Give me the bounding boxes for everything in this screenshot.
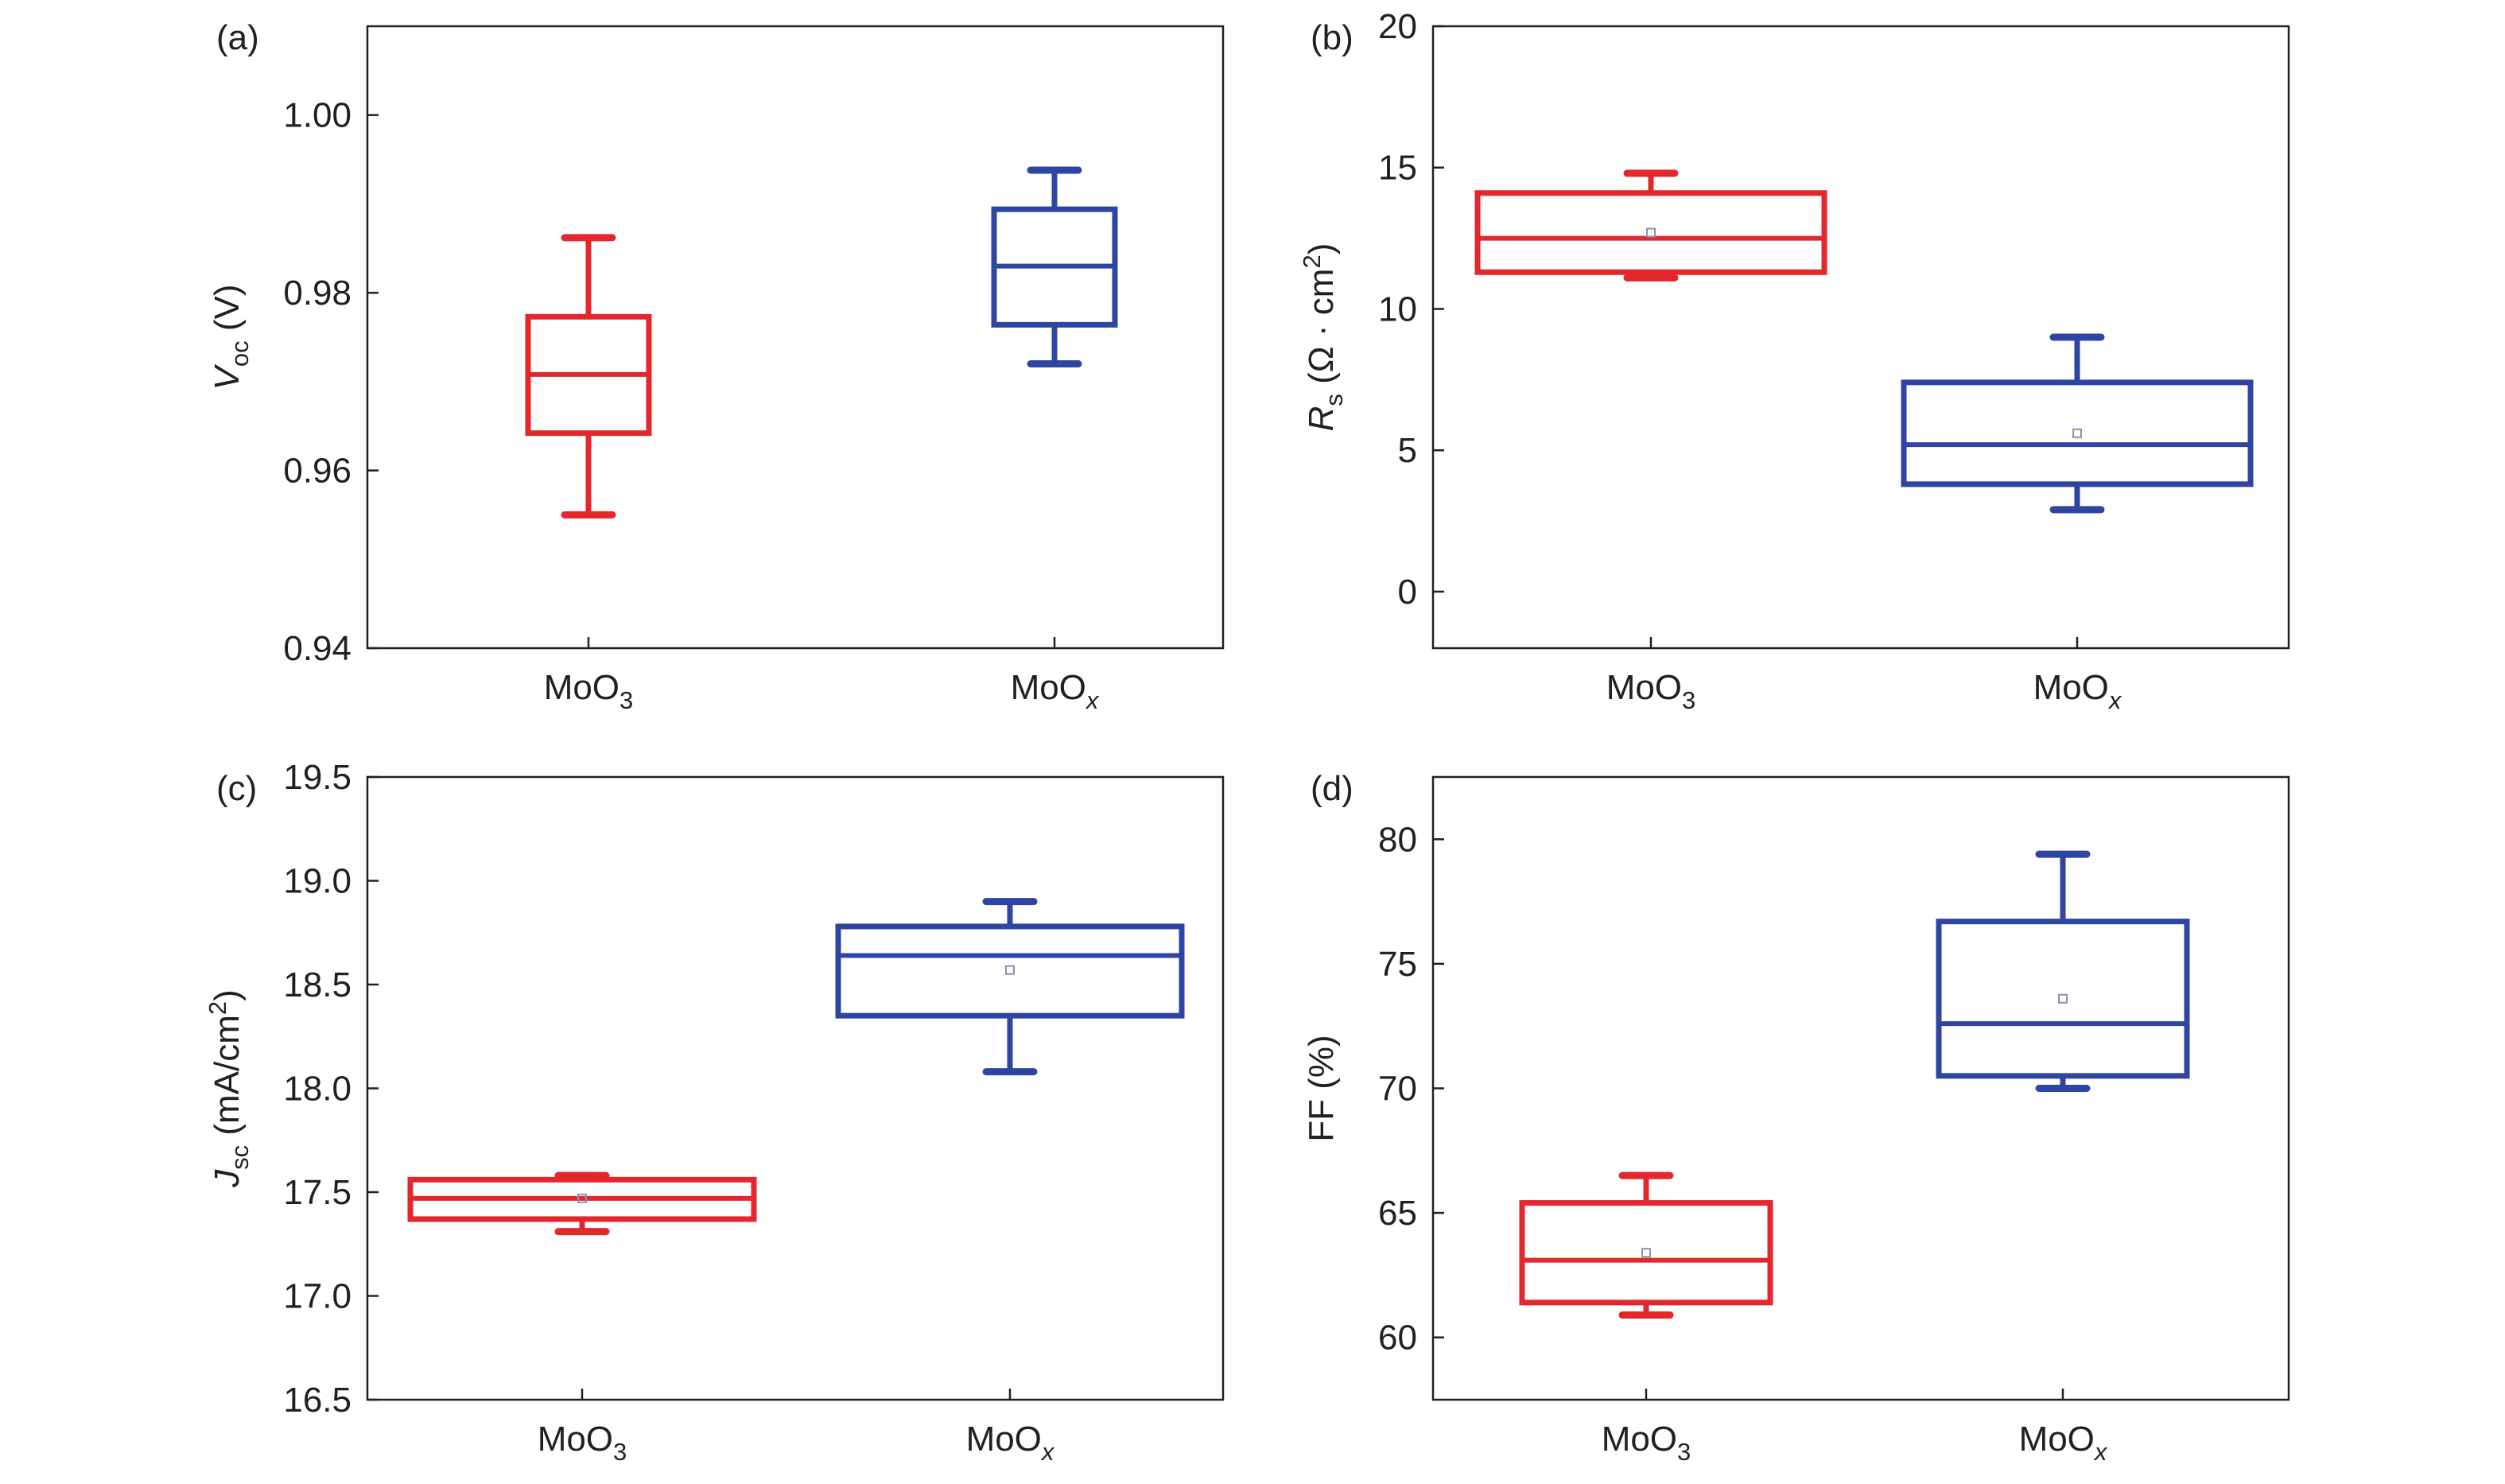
box-moox xyxy=(1936,850,2190,1092)
panel-c-jsc: 16.5 17.0 17.5 18.0 18.5 19.0 19.5 MoO3 MoOx Jsc … xyxy=(204,758,1225,1466)
x-category-label: MoO3 xyxy=(1606,668,1696,714)
x-category-label: MoO3 xyxy=(544,668,634,714)
mean-marker xyxy=(1646,227,1656,238)
y-tick-label: 20 xyxy=(1378,7,1417,46)
y-tick-label: 1.00 xyxy=(283,96,351,135)
y-axis-label: Voc (V) xyxy=(208,285,254,390)
y-tick-label: 16.5 xyxy=(283,1381,351,1420)
y-tick-label: 17.5 xyxy=(283,1173,351,1212)
plot-frame xyxy=(1431,25,2290,650)
box-moo3 xyxy=(1474,169,1827,282)
box-moox xyxy=(991,166,1118,368)
mean-marker xyxy=(577,1193,587,1203)
y-tick-label: 75 xyxy=(1378,945,1417,984)
y-tick-label: 15 xyxy=(1378,149,1417,188)
iqr-box xyxy=(1901,379,2254,488)
x-category-label: MoOx xyxy=(2033,668,2122,714)
y-tick-label: 10 xyxy=(1378,289,1417,328)
y-axis-label: Rs (Ω · cm2) xyxy=(1298,243,1348,432)
box-moox xyxy=(1901,333,2254,514)
y-tick-label: 0 xyxy=(1398,573,1417,612)
plot-frame xyxy=(1431,775,2290,1401)
y-axis-label: Jsc (mA/cm2) xyxy=(204,989,254,1188)
iqr-box xyxy=(1474,190,1827,275)
panel-letter: (c) xyxy=(216,769,257,808)
y-tick-label: 18.5 xyxy=(283,965,351,1004)
mean-marker xyxy=(1005,965,1015,975)
mean-marker xyxy=(2072,428,2082,438)
y-tick-label: 0.94 xyxy=(283,629,351,668)
y-tick-label: 19.0 xyxy=(283,862,351,901)
iqr-box xyxy=(1936,919,2190,1079)
box-moox xyxy=(835,898,1185,1076)
y-tick-label: 70 xyxy=(1378,1070,1417,1109)
panel-a-voc: 0.94 0.96 0.98 1.00 MoO3 MoOx Voc (V) (a) xyxy=(208,18,1225,714)
y-tick-label: 60 xyxy=(1378,1319,1417,1358)
y-tick-label: 18.0 xyxy=(283,1070,351,1109)
y-tick-label: 17.0 xyxy=(283,1277,351,1316)
y-tick-label: 0.98 xyxy=(283,274,351,313)
box-moo3 xyxy=(1519,1171,1773,1319)
x-category-label: MoO3 xyxy=(538,1420,627,1466)
y-tick-label: 0.96 xyxy=(283,452,351,491)
x-category-label: MoO3 xyxy=(1602,1420,1691,1466)
x-category-label: MoOx xyxy=(966,1420,1055,1466)
mean-marker xyxy=(1641,1248,1651,1258)
y-axis-label: FF (%) xyxy=(1302,1035,1341,1141)
plot-frame xyxy=(366,25,1225,650)
panel-letter: (d) xyxy=(1311,769,1353,808)
mean-marker xyxy=(2058,993,2068,1004)
box-moo3 xyxy=(407,1171,757,1236)
plot-frame xyxy=(366,775,1225,1401)
panel-letter: (a) xyxy=(216,18,259,57)
iqr-box xyxy=(835,923,1185,1019)
y-tick-label: 19.5 xyxy=(283,758,351,797)
iqr-box xyxy=(1519,1200,1773,1306)
y-tick-label: 80 xyxy=(1378,820,1417,859)
panel-d-ff: 60 65 70 75 80 MoO3 MoOx FF (%) (d) xyxy=(1302,769,2290,1466)
panel-b-rs: 0 5 10 15 20 MoO3 MoOx Rs (Ω · cm2) (b) xyxy=(1298,7,2290,714)
y-tick-label: 5 xyxy=(1398,431,1417,470)
panel-letter: (b) xyxy=(1311,18,1353,57)
y-tick-label: 65 xyxy=(1378,1194,1417,1233)
x-category-label: MoOx xyxy=(2019,1420,2108,1466)
box-moo3 xyxy=(525,234,652,519)
x-category-label: MoOx xyxy=(1011,668,1100,714)
